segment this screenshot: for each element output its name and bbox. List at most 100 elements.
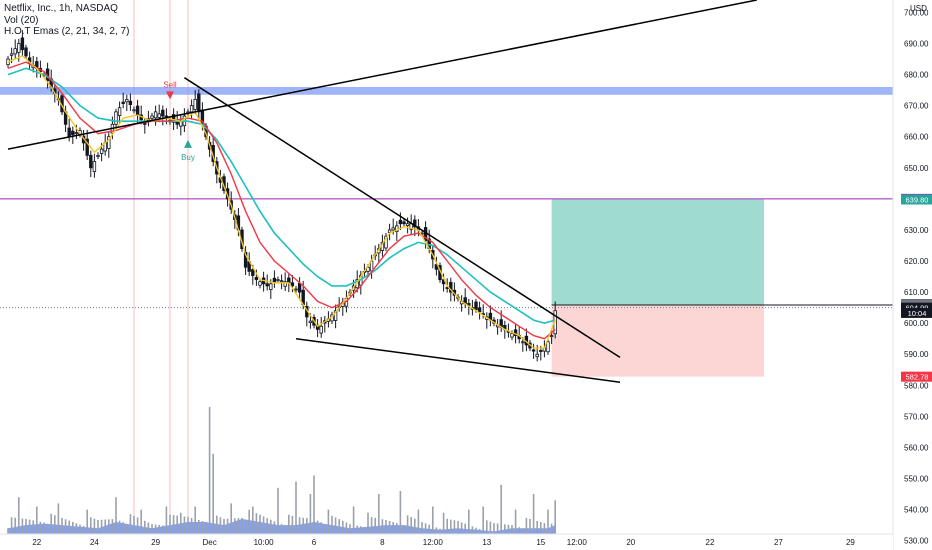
price-label-badge: 10:04 xyxy=(901,307,932,318)
time-tick-label: 15 xyxy=(536,538,545,547)
candle xyxy=(85,129,89,161)
candle xyxy=(384,233,388,252)
price-tick-label: 540.00 xyxy=(904,506,929,515)
candle-body xyxy=(20,37,25,51)
price-tick-label: 660.00 xyxy=(904,133,929,142)
volume-indicator-label[interactable]: Vol (20) xyxy=(4,14,39,26)
time-tick-label: 29 xyxy=(846,538,855,547)
candle-body xyxy=(449,281,453,293)
time-tick-label: 8 xyxy=(380,538,385,547)
price-label-bg xyxy=(901,371,932,382)
sell-signal-arrow xyxy=(166,91,174,100)
candle-body xyxy=(107,136,111,149)
price-tick-label: 580.00 xyxy=(904,381,929,390)
candle xyxy=(477,301,482,320)
candle-body xyxy=(89,154,93,169)
candle xyxy=(265,274,269,291)
symbol-title[interactable]: Netflix, Inc., 1h, NASDAQ xyxy=(4,3,118,14)
candle-body xyxy=(531,349,536,352)
time-tick-label: 10:00 xyxy=(254,538,275,547)
candle xyxy=(279,274,284,290)
ema-indicator-label[interactable]: H.O.T Emas (2, 21, 34, 2, 7) xyxy=(4,26,130,37)
candle-body xyxy=(17,43,21,53)
candle-body xyxy=(92,161,97,172)
candle xyxy=(121,92,125,109)
candle-body xyxy=(189,105,194,113)
candle-body xyxy=(283,281,287,287)
price-label-badge: 582.78 xyxy=(901,371,932,382)
time-tick-label: 22 xyxy=(706,538,715,547)
candle-body xyxy=(290,282,295,287)
price-label-bg xyxy=(901,194,932,205)
candle xyxy=(283,272,287,291)
time-tick-label: 12:00 xyxy=(567,538,588,547)
candle-body xyxy=(74,132,79,134)
candle-body xyxy=(121,101,125,104)
candle xyxy=(294,285,298,293)
price-label-badge: 639.80 xyxy=(901,194,932,205)
candle xyxy=(333,304,338,329)
candle xyxy=(71,126,75,144)
trendline-descending-resistance xyxy=(183,77,621,358)
price-tick-label: 620.00 xyxy=(904,257,929,266)
candle xyxy=(276,276,280,283)
candle-body xyxy=(13,48,17,55)
candle-body xyxy=(132,109,136,112)
candle-body xyxy=(114,111,118,125)
time-tick-label: 29 xyxy=(151,538,160,547)
candle xyxy=(107,132,111,158)
currency-label: USD xyxy=(910,4,927,13)
candle xyxy=(92,153,97,178)
candle-body xyxy=(9,53,14,56)
price-tick-label: 630.00 xyxy=(904,226,929,235)
time-tick-label: 27 xyxy=(774,538,783,547)
candle-body xyxy=(197,93,201,113)
candle xyxy=(132,106,136,114)
candle xyxy=(24,44,28,60)
candle-body xyxy=(333,310,338,321)
candle-body xyxy=(153,111,158,119)
candle-body xyxy=(193,99,197,110)
candle-body xyxy=(535,353,539,358)
time-tick-label: Dec xyxy=(202,538,216,547)
candle-body xyxy=(24,47,28,57)
candle-body xyxy=(269,283,273,291)
candle-body xyxy=(413,219,417,228)
candle xyxy=(193,90,197,115)
candle xyxy=(161,105,165,126)
price-label-bg xyxy=(901,302,932,313)
price-tick-label: 590.00 xyxy=(904,350,929,359)
price-label-text: 10:04 xyxy=(908,309,927,318)
candle xyxy=(117,101,122,124)
candle-body xyxy=(67,127,71,138)
candle-body xyxy=(117,107,122,116)
candle xyxy=(531,343,536,359)
time-tick-label: 13 xyxy=(482,538,491,547)
candle-body xyxy=(272,277,277,283)
candle-body xyxy=(319,325,323,334)
candle xyxy=(521,337,525,352)
candle-body xyxy=(243,251,248,268)
candle-body xyxy=(402,221,406,225)
stop-loss-zone xyxy=(551,305,764,377)
candle-body xyxy=(171,114,176,123)
candle-body xyxy=(276,279,280,282)
chart-legend: Netflix, Inc., 1h, NASDAQ Vol (20) H.O.T… xyxy=(4,3,129,38)
price-tick-label: 560.00 xyxy=(904,443,929,452)
ema-mid-line xyxy=(7,61,556,340)
time-tick-label: 12:00 xyxy=(423,538,444,547)
candle xyxy=(96,152,100,160)
candle-body xyxy=(179,119,183,127)
candle-body xyxy=(161,109,165,117)
time-axis-background xyxy=(0,534,893,550)
candle-body xyxy=(265,283,269,287)
price-label-text: 582.78 xyxy=(906,373,929,382)
candle-body xyxy=(297,282,302,293)
candle-body xyxy=(254,276,259,281)
ema-slow-line xyxy=(7,67,556,325)
trendline-rising-support xyxy=(7,0,757,150)
candle xyxy=(89,150,93,178)
